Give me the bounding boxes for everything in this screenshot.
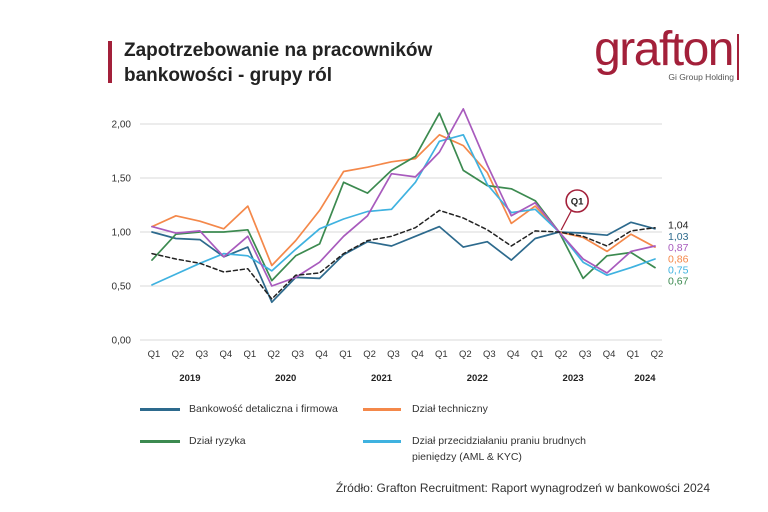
y-axis-labels: 0,00 0,50 1,00 1,50 2,00 bbox=[112, 120, 132, 347]
grafton-logo: grafton bbox=[594, 23, 734, 76]
x-tick-label: Q1 bbox=[339, 349, 352, 360]
x-tick-label: Q3 bbox=[579, 349, 592, 360]
year-label: 2020 bbox=[275, 373, 296, 384]
end-value-label: 0,87 bbox=[668, 242, 689, 254]
legend-label-techniczny: Dział techniczny bbox=[412, 403, 488, 415]
legend-label-ryzyka: Dział ryzyka bbox=[189, 435, 246, 447]
y-tick-label: 1,00 bbox=[112, 228, 132, 239]
year-label: 2019 bbox=[179, 373, 200, 384]
x-tick-label: Q2 bbox=[555, 349, 568, 360]
x-tick-label: Q2 bbox=[267, 349, 280, 360]
x-tick-label: Q3 bbox=[196, 349, 209, 360]
y-tick-label: 0,50 bbox=[112, 282, 132, 293]
x-tick-label: Q3 bbox=[483, 349, 496, 360]
page-title: Zapotrzebowanie na pracowników bankowośc… bbox=[124, 38, 432, 88]
annotation-label: Q1 bbox=[571, 197, 584, 208]
x-tick-label: Q1 bbox=[148, 349, 161, 360]
series-line-aml-kyc bbox=[151, 133, 656, 286]
end-value-labels: 1,041,030,870,860,750,67 bbox=[668, 220, 689, 288]
x-tick-label: Q3 bbox=[291, 349, 304, 360]
end-value-label: 0,75 bbox=[668, 264, 689, 276]
x-tick-label: Q4 bbox=[507, 349, 520, 360]
legend-swatch-techniczny bbox=[363, 408, 401, 411]
year-label: 2024 bbox=[634, 373, 656, 384]
year-label: 2022 bbox=[467, 373, 488, 384]
end-value-label: 0,86 bbox=[668, 253, 689, 265]
title-line-1: Zapotrzebowanie na pracowników bbox=[124, 40, 433, 61]
legend-label-aml-kyc: Dział przecidziałaniu praniu brudnych pi… bbox=[412, 435, 586, 463]
y-tick-label: 0,00 bbox=[112, 336, 132, 347]
series-line-dashed bbox=[151, 209, 656, 300]
x-tick-label: Q4 bbox=[411, 349, 424, 360]
end-value-label: 1,03 bbox=[668, 231, 689, 243]
x-tick-label: Q1 bbox=[435, 349, 448, 360]
end-value-label: 1,04 bbox=[668, 220, 689, 232]
year-label: 2023 bbox=[563, 373, 584, 384]
logo-tagline: Gi Group Holding bbox=[668, 72, 734, 82]
x-tick-label: Q2 bbox=[363, 349, 376, 360]
series-lines bbox=[151, 108, 656, 304]
legend-label-bankowosc: Bankowość detaliczna i firmowa bbox=[189, 403, 338, 415]
x-tick-label: Q4 bbox=[603, 349, 616, 360]
annotations: Q1 bbox=[560, 189, 589, 231]
title-line-2: bankowości - grupy ról bbox=[124, 65, 332, 86]
year-label: 2021 bbox=[371, 373, 393, 384]
x-tick-label: Q1 bbox=[531, 349, 544, 360]
x-tick-label: Q1 bbox=[627, 349, 640, 360]
annotation-pointer bbox=[560, 210, 572, 231]
x-axis-labels: Q1 Q2 Q3 Q4 Q1 Q2 Q3 Q4 Q1 Q2 Q3 Q4 Q1 Q2 Q3 Q4 Q1 Q2 Q3 Q4… bbox=[148, 349, 664, 384]
x-tick-label: Q3 bbox=[387, 349, 400, 360]
x-tick-label: Q2 bbox=[651, 349, 664, 360]
end-value-label: 0,67 bbox=[668, 276, 689, 288]
x-tick-label: Q2 bbox=[172, 349, 185, 360]
series-line-ryzyka bbox=[151, 112, 656, 282]
logo-divider bbox=[737, 34, 739, 80]
y-tick-label: 2,00 bbox=[112, 120, 132, 131]
x-tick-label: Q1 bbox=[243, 349, 256, 360]
series-line-purple bbox=[151, 108, 656, 287]
legend-swatch-ryzyka bbox=[140, 440, 180, 443]
legend-swatch-aml-kyc bbox=[363, 440, 401, 443]
source-note: Źródło: Grafton Recruitment: Raport wyna… bbox=[335, 481, 710, 495]
title-accent-bar bbox=[108, 41, 112, 83]
x-tick-label: Q4 bbox=[315, 349, 328, 360]
x-tick-label: Q2 bbox=[459, 349, 472, 360]
annotation-circle bbox=[565, 189, 589, 213]
legend-swatch-bankowosc bbox=[140, 408, 180, 411]
series-line-bankowosc bbox=[151, 221, 656, 304]
x-tick-label: Q4 bbox=[220, 349, 233, 360]
y-tick-label: 1,50 bbox=[112, 174, 132, 185]
